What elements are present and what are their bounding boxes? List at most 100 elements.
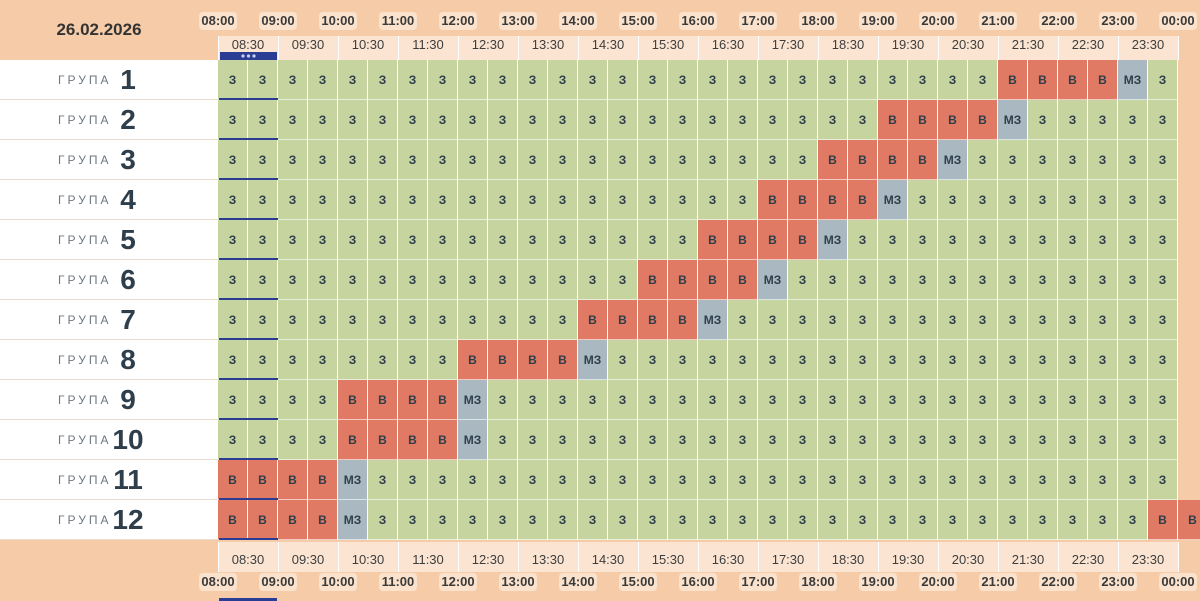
slot[interactable]: З: [518, 300, 548, 340]
slot[interactable]: В: [668, 260, 698, 300]
slot[interactable]: З: [848, 260, 878, 300]
slot[interactable]: З: [998, 300, 1028, 340]
slot[interactable]: З: [788, 140, 818, 180]
slot[interactable]: З: [968, 260, 998, 300]
slot[interactable]: З: [278, 260, 308, 300]
slot[interactable]: З: [908, 500, 938, 540]
slot[interactable]: З: [608, 340, 638, 380]
slot[interactable]: З: [368, 460, 398, 500]
slot[interactable]: З: [248, 380, 278, 420]
slot[interactable]: З: [218, 300, 248, 340]
slot[interactable]: З: [248, 300, 278, 340]
slot[interactable]: З: [968, 140, 998, 180]
slot[interactable]: З: [278, 60, 308, 100]
slot[interactable]: З: [428, 340, 458, 380]
slot[interactable]: З: [1148, 380, 1178, 420]
slot[interactable]: З: [578, 260, 608, 300]
slot[interactable]: З: [308, 140, 338, 180]
slot[interactable]: З: [1088, 140, 1118, 180]
slot[interactable]: З: [518, 500, 548, 540]
slot[interactable]: З: [368, 300, 398, 340]
slot[interactable]: З: [668, 340, 698, 380]
slot[interactable]: З: [458, 140, 488, 180]
slot[interactable]: З: [788, 260, 818, 300]
slot[interactable]: З: [938, 260, 968, 300]
slot[interactable]: З: [248, 260, 278, 300]
slot[interactable]: З: [728, 300, 758, 340]
slot[interactable]: З: [1088, 420, 1118, 460]
slot[interactable]: З: [278, 340, 308, 380]
slot[interactable]: В: [728, 260, 758, 300]
slot[interactable]: В: [728, 220, 758, 260]
slot[interactable]: З: [518, 380, 548, 420]
slot[interactable]: З: [788, 420, 818, 460]
slot[interactable]: З: [518, 260, 548, 300]
slot[interactable]: З: [488, 180, 518, 220]
slot[interactable]: З: [848, 60, 878, 100]
slot[interactable]: З: [488, 460, 518, 500]
slot[interactable]: З: [308, 180, 338, 220]
slot[interactable]: З: [668, 140, 698, 180]
slot[interactable]: З: [578, 100, 608, 140]
slot[interactable]: З: [338, 260, 368, 300]
slot[interactable]: З: [818, 420, 848, 460]
slot[interactable]: В: [428, 380, 458, 420]
slot[interactable]: З: [398, 140, 428, 180]
slot[interactable]: З: [578, 60, 608, 100]
slot[interactable]: З: [1058, 220, 1088, 260]
slot[interactable]: В: [998, 60, 1028, 100]
slot[interactable]: З: [1148, 180, 1178, 220]
slot[interactable]: З: [518, 140, 548, 180]
slot[interactable]: З: [368, 140, 398, 180]
slot[interactable]: З: [668, 180, 698, 220]
slot[interactable]: З: [638, 220, 668, 260]
slot[interactable]: З: [878, 300, 908, 340]
slot[interactable]: З: [308, 340, 338, 380]
slot[interactable]: В: [758, 180, 788, 220]
slot[interactable]: З: [548, 260, 578, 300]
slot[interactable]: З: [608, 420, 638, 460]
slot[interactable]: В: [548, 340, 578, 380]
slot[interactable]: В: [488, 340, 518, 380]
slot[interactable]: В: [788, 220, 818, 260]
slot[interactable]: З: [1058, 300, 1088, 340]
slot[interactable]: МЗ: [878, 180, 908, 220]
slot[interactable]: З: [878, 260, 908, 300]
slot[interactable]: З: [488, 420, 518, 460]
slot[interactable]: МЗ: [458, 380, 488, 420]
slot[interactable]: З: [368, 60, 398, 100]
slot[interactable]: З: [758, 380, 788, 420]
slot[interactable]: З: [428, 460, 458, 500]
slot[interactable]: З: [968, 340, 998, 380]
slot[interactable]: В: [818, 140, 848, 180]
slot[interactable]: З: [458, 300, 488, 340]
slot[interactable]: З: [938, 180, 968, 220]
slot[interactable]: З: [698, 460, 728, 500]
slot[interactable]: В: [458, 340, 488, 380]
slot[interactable]: З: [368, 220, 398, 260]
slot[interactable]: З: [308, 300, 338, 340]
slot[interactable]: З: [788, 300, 818, 340]
slot[interactable]: МЗ: [698, 300, 728, 340]
slot[interactable]: З: [488, 140, 518, 180]
slot[interactable]: З: [548, 500, 578, 540]
slot[interactable]: З: [1118, 340, 1148, 380]
slot[interactable]: В: [398, 380, 428, 420]
slot[interactable]: З: [578, 140, 608, 180]
slot[interactable]: В: [308, 460, 338, 500]
slot[interactable]: В: [518, 340, 548, 380]
slot[interactable]: З: [1118, 100, 1148, 140]
slot[interactable]: З: [1118, 180, 1148, 220]
slot[interactable]: З: [938, 60, 968, 100]
slot[interactable]: З: [248, 220, 278, 260]
slot[interactable]: З: [1118, 420, 1148, 460]
slot[interactable]: З: [218, 380, 248, 420]
slot[interactable]: З: [968, 420, 998, 460]
slot[interactable]: З: [818, 340, 848, 380]
slot[interactable]: З: [218, 140, 248, 180]
slot[interactable]: З: [1088, 220, 1118, 260]
slot[interactable]: З: [398, 300, 428, 340]
slot[interactable]: З: [608, 220, 638, 260]
slot[interactable]: В: [278, 500, 308, 540]
slot[interactable]: З: [938, 420, 968, 460]
